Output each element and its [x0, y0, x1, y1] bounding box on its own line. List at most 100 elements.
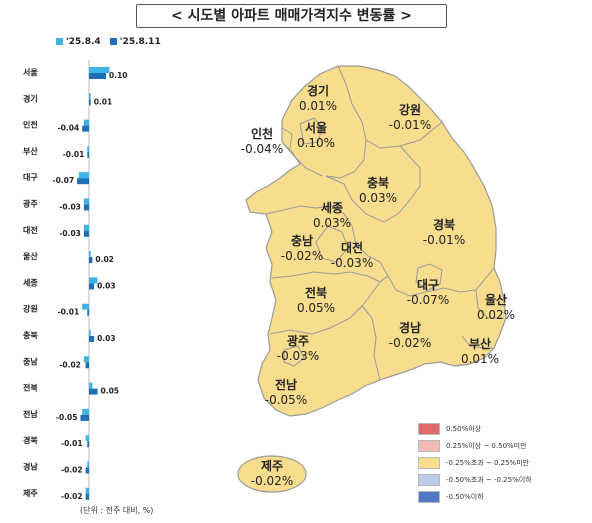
region-name: 충남 [291, 233, 313, 248]
legend-label-prev: '25.8.4 [66, 37, 101, 47]
bar-curr [85, 467, 89, 474]
value-label: -0.01 [63, 150, 85, 159]
category-label: 경기 [23, 93, 38, 103]
region-value: 0.05% [297, 301, 335, 315]
region-value: -0.04% [241, 142, 283, 156]
category-label: 서울 [23, 67, 38, 77]
legend-swatch-curr [109, 38, 117, 45]
bar-prev [83, 119, 89, 126]
border-chungbuk [325, 145, 421, 223]
value-label: 0.10 [109, 71, 128, 80]
border-incheon [281, 127, 293, 149]
region-value: -0.03% [277, 349, 319, 363]
region-value: 0.02% [477, 308, 515, 322]
border-jeonbuk [271, 271, 397, 291]
bar-curr [80, 414, 89, 421]
scale-label: -0.50%초과 ~ -0.25%이하 [446, 476, 532, 484]
bar-curr [77, 178, 89, 185]
region-name: 강원 [399, 103, 421, 117]
legend-item-prev: '25.8.4 [56, 37, 101, 47]
bar-curr [85, 362, 89, 369]
value-label: 0.05 [101, 387, 120, 396]
bar-prev [89, 277, 98, 284]
scale-label: 0.50%이상 [446, 425, 482, 433]
bar-prev [89, 330, 91, 336]
bar-curr [89, 388, 98, 395]
bar-prev [78, 172, 89, 179]
region-value: -0.01% [389, 118, 431, 132]
unit-note: (단위 : 전주 대비, %) [80, 506, 154, 515]
bar-curr [89, 283, 95, 290]
region-value: 0.10% [297, 136, 335, 150]
category-label: 전북 [23, 383, 38, 393]
scale-row: 0.50%이상 [418, 423, 532, 440]
region-name: 인천 [251, 126, 273, 141]
scale-swatch [418, 440, 440, 452]
region-name: 경북 [433, 218, 455, 232]
scale-label: 0.25%이상 ~ 0.50%미만 [446, 442, 527, 450]
border-gyeongnam [361, 305, 381, 381]
region-name: 경기 [307, 83, 329, 98]
border-gwangju [283, 345, 305, 367]
region-name: 대구 [417, 278, 439, 292]
category-label: 대구 [23, 172, 38, 182]
scale-row: -0.50%이하 [418, 491, 532, 508]
border-sejong-daejeon [315, 225, 349, 263]
region-name: 경남 [399, 320, 421, 335]
bar-curr [89, 73, 106, 79]
region-value: -0.02% [251, 474, 293, 488]
value-label: 0.01 [94, 97, 113, 106]
value-label: -0.05 [56, 413, 78, 422]
region-borders [265, 65, 504, 381]
category-label: 울산 [23, 251, 38, 261]
region-value: -0.03% [331, 256, 373, 270]
series-legend: '25.8.4 '25.8.11 [56, 37, 167, 47]
category-label: 부산 [23, 146, 38, 156]
region-name: 제주 [261, 459, 283, 473]
category-label: 광주 [23, 199, 38, 209]
border-ulsan [475, 289, 504, 319]
region-value: 0.01% [461, 352, 499, 366]
region-value: -0.07% [407, 293, 449, 307]
value-label: -0.02 [59, 360, 81, 369]
bar-prev [82, 303, 89, 310]
region-name: 부산 [469, 336, 491, 351]
scale-row: -0.50%초과 ~ -0.25%이하 [418, 474, 532, 491]
region-value: -0.05% [265, 393, 307, 407]
bar-prev [85, 487, 89, 494]
region-value: 0.01% [299, 99, 337, 113]
category-label: 제주 [23, 488, 38, 498]
category-label: 인천 [23, 120, 38, 130]
region-value: -0.02% [389, 336, 431, 350]
bar-prev [83, 356, 89, 363]
value-label: -0.02 [61, 466, 83, 475]
category-label: 전남 [23, 409, 38, 419]
region-name: 세종 [321, 200, 343, 215]
value-label: -0.07 [52, 176, 74, 185]
value-label: -0.04 [58, 124, 80, 133]
border-daegu [415, 263, 443, 291]
bar-prev [89, 67, 110, 73]
scale-swatch [418, 423, 440, 435]
region-value: 0.03% [313, 216, 351, 230]
scale-row: -0.25%초과 ~ 0.25%미만 [418, 457, 532, 474]
scale-legend: 0.50%이상 0.25%이상 ~ 0.50%미만 -0.25%초과 ~ 0.2… [418, 423, 532, 508]
scale-swatch [418, 491, 440, 503]
bar-curr [89, 257, 93, 264]
region-name: 울산 [485, 292, 507, 307]
legend-item-curr: '25.8.11 [109, 37, 161, 47]
bar-prev [82, 408, 89, 415]
chart-title: < 시도별 아파트 매매가격지수 변동률 > [136, 4, 447, 28]
category-label: 경북 [23, 435, 38, 445]
legend-swatch-prev [56, 38, 63, 45]
value-label: -0.01 [61, 439, 83, 448]
scale-swatch [418, 457, 440, 469]
region-value: 0.03% [359, 191, 397, 205]
border-seoul [299, 117, 323, 145]
scale-row: 0.25%이상 ~ 0.50%미만 [418, 440, 532, 457]
region-name: 전북 [305, 285, 327, 300]
value-label: -0.03 [59, 229, 81, 238]
bar-curr [83, 230, 89, 237]
category-label: 강원 [23, 304, 38, 314]
